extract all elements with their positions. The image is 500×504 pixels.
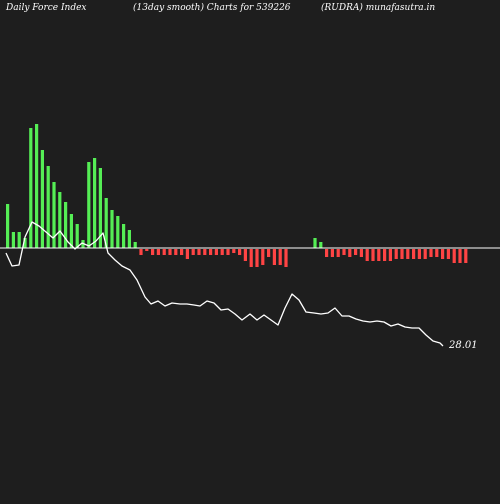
chart-title-right: (RUDRA) munafasutra.in xyxy=(321,3,436,13)
force-bar xyxy=(11,232,15,248)
force-bar xyxy=(388,249,392,261)
force-bar xyxy=(226,249,230,255)
force-bar xyxy=(383,249,387,261)
force-bar xyxy=(127,230,131,248)
force-bar xyxy=(17,232,21,248)
force-bar xyxy=(330,249,334,257)
force-bar xyxy=(423,249,427,259)
force-bar xyxy=(441,249,445,259)
force-bar xyxy=(220,249,224,255)
force-bar xyxy=(203,249,207,255)
force-bar xyxy=(52,182,56,248)
chart-title-center: (13day smooth) Charts for 539226 xyxy=(133,3,291,13)
force-bar xyxy=(267,249,271,257)
force-bar xyxy=(6,204,10,248)
force-bar xyxy=(116,216,120,248)
force-bar xyxy=(261,249,265,265)
force-bar xyxy=(313,238,317,248)
force-bar xyxy=(209,249,213,255)
force-bar xyxy=(452,249,456,263)
force-bar xyxy=(429,249,433,257)
force-bar xyxy=(400,249,404,259)
force-bar xyxy=(87,162,91,248)
force-bar xyxy=(139,249,143,255)
force-bar xyxy=(168,249,172,255)
force-bar xyxy=(23,238,27,248)
force-bar xyxy=(69,214,73,248)
force-bar xyxy=(249,249,253,267)
force-bar xyxy=(446,249,450,259)
force-bar xyxy=(325,249,329,257)
force-bar xyxy=(359,249,363,257)
force-bar xyxy=(104,198,108,248)
force-bar xyxy=(93,158,97,248)
force-bar xyxy=(278,249,282,265)
force-bar xyxy=(29,128,33,248)
force-bar xyxy=(197,249,201,255)
force-bar xyxy=(255,249,259,267)
force-bar xyxy=(98,168,102,248)
force-bar xyxy=(272,249,276,265)
force-bar xyxy=(342,249,346,255)
force-bar xyxy=(191,249,195,255)
force-bar xyxy=(122,224,126,248)
force-bar xyxy=(46,166,50,248)
force-bar xyxy=(371,249,375,261)
smooth-line xyxy=(5,221,444,347)
force-bar xyxy=(284,249,288,267)
last-value-label: 28.01 xyxy=(448,340,478,351)
force-bar xyxy=(417,249,421,259)
force-bar xyxy=(75,224,79,248)
force-bar xyxy=(319,242,323,248)
force-bar xyxy=(162,249,166,255)
force-bar xyxy=(406,249,410,259)
force-bar xyxy=(145,249,149,251)
force-bar xyxy=(412,249,416,259)
force-bar xyxy=(394,249,398,259)
force-bar xyxy=(354,249,358,255)
force-bar xyxy=(348,249,352,257)
force-bar xyxy=(40,150,44,248)
force-bar xyxy=(365,249,369,261)
force-bar xyxy=(458,249,462,263)
force-bar xyxy=(110,210,114,248)
force-bar xyxy=(180,249,184,255)
force-bar xyxy=(185,249,189,259)
force-bar xyxy=(156,249,160,255)
force-bar xyxy=(214,249,218,255)
force-bar xyxy=(336,249,340,257)
force-bar xyxy=(243,249,247,261)
force-bar xyxy=(58,192,62,248)
force-bar xyxy=(151,249,155,255)
force-bar xyxy=(238,249,242,255)
force-bar xyxy=(64,202,68,248)
force-bar xyxy=(232,249,236,253)
force-bar xyxy=(464,249,468,263)
force-bar xyxy=(174,249,178,255)
chart-title-left: Daily Force Index xyxy=(6,3,87,13)
force-bar xyxy=(435,249,439,257)
force-bar xyxy=(35,124,39,248)
force-bar xyxy=(377,249,381,261)
force-bar xyxy=(133,242,137,248)
